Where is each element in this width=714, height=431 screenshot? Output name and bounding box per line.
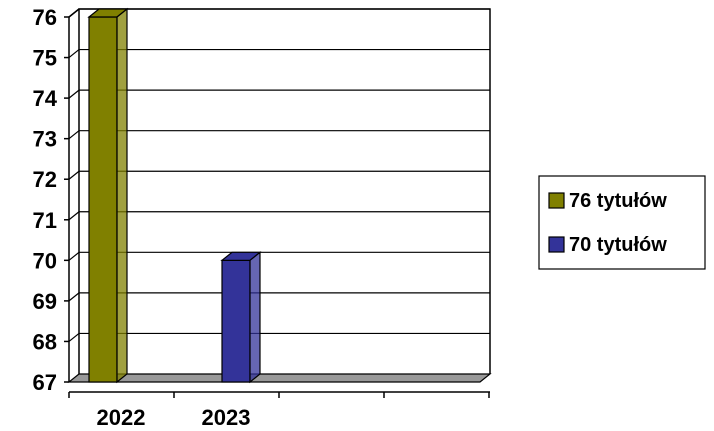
chart-gridlines bbox=[68, 8, 490, 342]
legend-box bbox=[538, 175, 706, 270]
legend-swatch bbox=[548, 192, 565, 209]
gridline-depth bbox=[68, 130, 80, 140]
y-tick-label: 70 bbox=[33, 248, 57, 273]
y-tick-label: 69 bbox=[33, 289, 57, 314]
gridline-depth bbox=[68, 251, 80, 261]
plot-back-wall bbox=[78, 8, 491, 374]
y-axis-ticks: 76 75 74 73 72 71 70 69 68 67 bbox=[33, 5, 69, 395]
y-tick-label: 76 bbox=[33, 5, 57, 30]
bar bbox=[220, 251, 262, 384]
x-category-label: 2023 bbox=[202, 405, 251, 430]
chart-legend: 76 tytułów 70 tytułów bbox=[538, 175, 706, 270]
gridline-depth bbox=[68, 49, 80, 59]
chart-bars bbox=[87, 7, 262, 384]
bar bbox=[87, 7, 129, 384]
y-tick-label: 72 bbox=[33, 167, 57, 192]
y-tick-label: 74 bbox=[33, 86, 58, 111]
legend-swatch bbox=[548, 236, 565, 253]
legend-label: 76 tytułów bbox=[569, 190, 667, 212]
gridline-depth bbox=[68, 89, 80, 99]
chart-axes bbox=[67, 8, 492, 398]
legend-label: 70 tytułów bbox=[569, 234, 667, 256]
gridline-depth bbox=[68, 292, 80, 302]
gridline-depth bbox=[68, 211, 80, 221]
y-tick-label: 75 bbox=[33, 46, 57, 71]
chart-floor bbox=[67, 373, 492, 383]
y-tick-label: 67 bbox=[33, 370, 57, 395]
x-category-label: 2022 bbox=[97, 405, 146, 430]
y-tick-label: 73 bbox=[33, 127, 57, 152]
y-tick-label: 71 bbox=[33, 208, 57, 233]
y-axis-depth bbox=[68, 8, 80, 18]
y-tick-label: 68 bbox=[33, 329, 57, 354]
gridline-depth bbox=[68, 332, 80, 342]
x-axis-labels: 2022 2023 bbox=[97, 405, 251, 430]
gridline-depth bbox=[68, 170, 80, 180]
